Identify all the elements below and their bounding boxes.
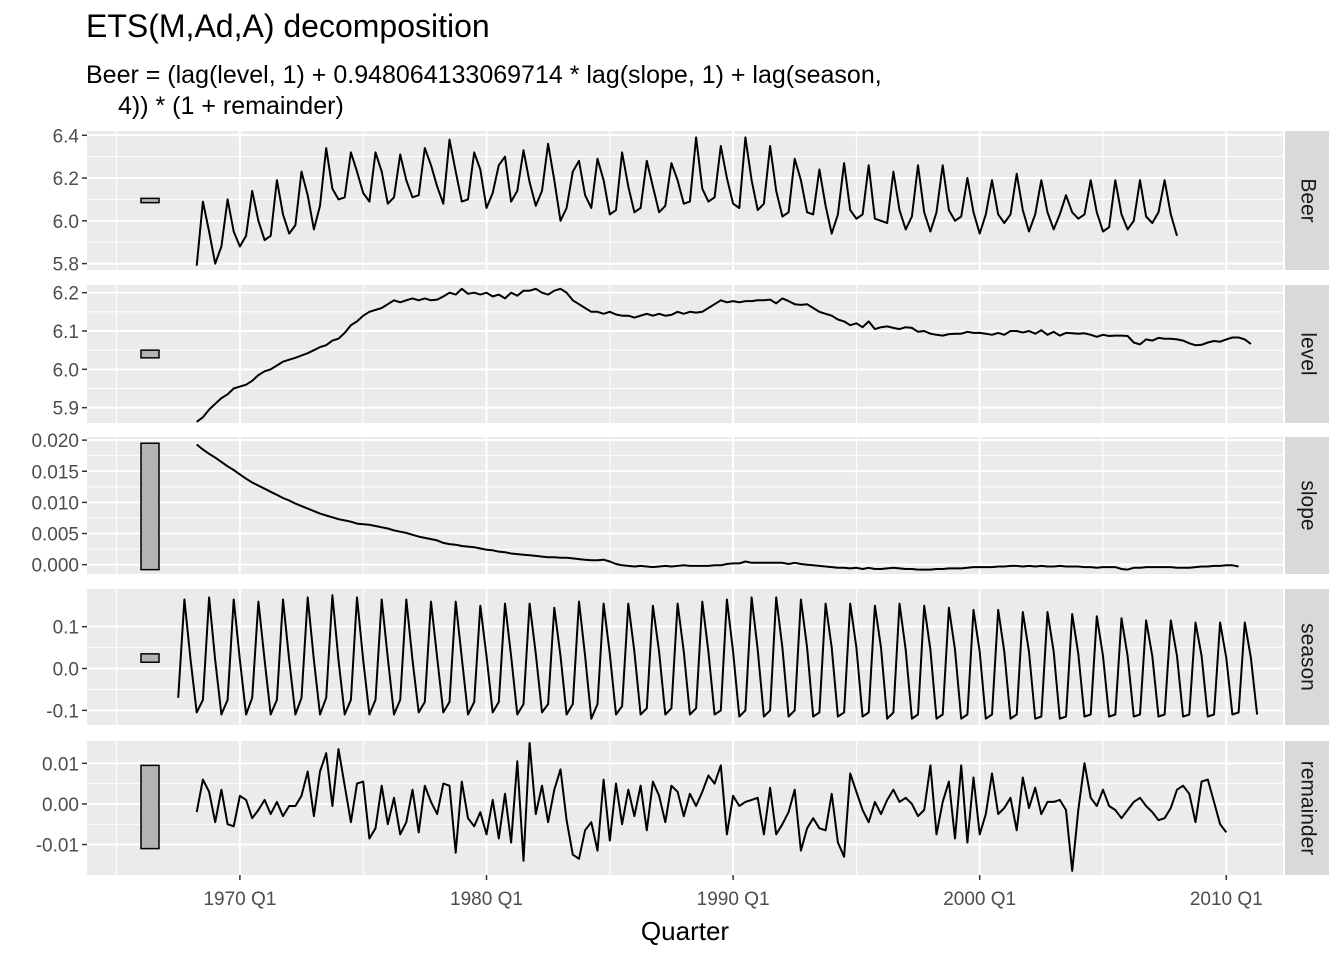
y-tick-label: 0.015 xyxy=(31,462,79,483)
x-tick-label: 2000 Q1 xyxy=(943,889,1016,910)
facet-strip xyxy=(1285,589,1329,725)
series-line-season xyxy=(177,594,1259,720)
x-tick-label: 1970 Q1 xyxy=(203,889,276,910)
y-tick-label: 0.1 xyxy=(53,618,79,639)
scale-bar xyxy=(140,349,160,359)
series-line-level xyxy=(196,287,1252,423)
panel-background xyxy=(87,437,1283,574)
facet-strip xyxy=(1285,131,1329,270)
x-tick-label: 1990 Q1 xyxy=(697,889,770,910)
y-tick-label: 0.005 xyxy=(31,525,79,546)
panel-remainder: -0.01 0.00 0.01 remainder xyxy=(36,741,1329,875)
facet-strip xyxy=(1285,285,1329,423)
x-tick-label: 2010 Q1 xyxy=(1190,889,1263,910)
scale-bar xyxy=(140,653,160,663)
facet-strip-label: remainder xyxy=(1296,761,1319,856)
series-line-slope xyxy=(196,443,1239,571)
y-tick-label: 6.1 xyxy=(53,322,79,343)
y-tick-label: 0.020 xyxy=(31,431,79,452)
facet-strip xyxy=(1285,741,1329,875)
y-tick-label: 6.0 xyxy=(53,212,79,233)
subtitle-line-1: Beer = (lag(level, 1) + 0.94806413306971… xyxy=(86,61,882,89)
chart-subtitle: Beer = (lag(level, 1) + 0.94806413306971… xyxy=(86,60,882,122)
subtitle-line-2: 4)) * (1 + remainder) xyxy=(118,92,344,120)
facet-strip xyxy=(1285,437,1329,574)
y-tick-label: 6.4 xyxy=(53,126,80,147)
series-line-remainder xyxy=(195,742,1228,872)
series-line-Beer xyxy=(195,136,1178,266)
x-axis: 1970 Q1 1980 Q1 1990 Q1 2000 Q1 2010 Q1 Quart… xyxy=(203,875,1263,946)
y-tick-label: -0.01 xyxy=(36,836,79,857)
scale-bar xyxy=(140,442,160,571)
y-tick-label: 5.9 xyxy=(53,399,79,420)
y-tick-label: 0.00 xyxy=(42,795,79,816)
scale-bar xyxy=(140,764,160,850)
y-tick-label: -0.1 xyxy=(46,701,79,722)
facet-strip-label: season xyxy=(1296,623,1319,691)
scale-bar xyxy=(140,197,160,204)
panel-level: 5.9 6.0 6.1 6.2 level xyxy=(53,284,1329,423)
y-tick-label: 0.0 xyxy=(53,660,79,681)
y-tick-label: 6.2 xyxy=(53,169,79,190)
y-tick-label: 0.000 xyxy=(31,556,79,577)
panel-season: -0.1 0.0 0.1 season xyxy=(46,589,1329,725)
facet-strip-label: Beer xyxy=(1296,178,1319,222)
y-tick-label: 6.0 xyxy=(53,360,79,381)
y-tick-label: 6.2 xyxy=(53,284,79,305)
panel-background xyxy=(87,285,1283,423)
x-axis-title: Quarter xyxy=(641,916,729,946)
chart-title: ETS(M,Ad,A) decomposition xyxy=(86,8,490,44)
x-tick-label: 1980 Q1 xyxy=(450,889,523,910)
y-tick-label: 0.01 xyxy=(42,754,79,775)
facet-strip-label: level xyxy=(1296,332,1319,375)
y-tick-label: 5.8 xyxy=(53,255,79,276)
panel-slope: 0.000 0.005 0.010 0.015 0.020 slope xyxy=(31,431,1329,577)
panel-Beer: 5.8 6.0 6.2 6.4 Beer xyxy=(53,126,1329,276)
facet-strip-label: slope xyxy=(1296,480,1319,530)
panel-background xyxy=(87,131,1283,270)
y-tick-label: 0.010 xyxy=(31,493,79,514)
